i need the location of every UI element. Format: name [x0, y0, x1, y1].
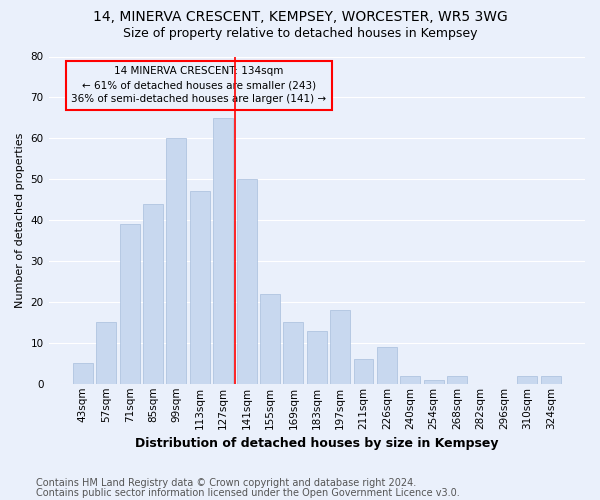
Text: Contains public sector information licensed under the Open Government Licence v3: Contains public sector information licen… — [36, 488, 460, 498]
Bar — [517, 376, 537, 384]
Y-axis label: Number of detached properties: Number of detached properties — [15, 132, 25, 308]
Bar — [166, 138, 187, 384]
Bar — [190, 192, 210, 384]
Bar — [353, 359, 373, 384]
Bar — [330, 310, 350, 384]
Bar — [307, 330, 327, 384]
Bar — [377, 347, 397, 384]
Bar — [213, 118, 233, 384]
Bar — [400, 376, 420, 384]
Bar — [73, 364, 93, 384]
Bar — [260, 294, 280, 384]
Bar — [447, 376, 467, 384]
Bar — [97, 322, 116, 384]
Text: Contains HM Land Registry data © Crown copyright and database right 2024.: Contains HM Land Registry data © Crown c… — [36, 478, 416, 488]
Bar — [283, 322, 304, 384]
Text: Size of property relative to detached houses in Kempsey: Size of property relative to detached ho… — [123, 28, 477, 40]
Bar — [541, 376, 560, 384]
Bar — [236, 179, 257, 384]
Bar — [424, 380, 443, 384]
Text: 14, MINERVA CRESCENT, KEMPSEY, WORCESTER, WR5 3WG: 14, MINERVA CRESCENT, KEMPSEY, WORCESTER… — [92, 10, 508, 24]
Bar — [120, 224, 140, 384]
Bar — [143, 204, 163, 384]
Text: 14 MINERVA CRESCENT: 134sqm
← 61% of detached houses are smaller (243)
36% of se: 14 MINERVA CRESCENT: 134sqm ← 61% of det… — [71, 66, 326, 104]
X-axis label: Distribution of detached houses by size in Kempsey: Distribution of detached houses by size … — [135, 437, 499, 450]
